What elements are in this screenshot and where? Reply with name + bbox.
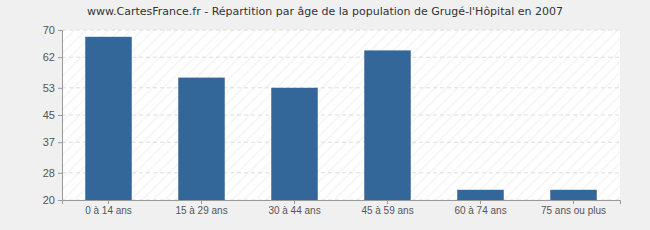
x-axis: 0 à 14 ans 15 à 29 ans 30 à 44 ans 45 à 59 … bbox=[63, 200, 621, 216]
y-axis-line bbox=[58, 31, 63, 201]
y-tick-mark bbox=[58, 30, 62, 31]
x-tick-label: 15 à 29 ans bbox=[175, 205, 227, 216]
grid-line bbox=[62, 57, 620, 58]
x-tick: 75 ans ou plus bbox=[541, 200, 606, 216]
y-tick-mark bbox=[58, 88, 62, 89]
y-tick-label: 20 bbox=[43, 194, 55, 206]
y-tick-label: 37 bbox=[43, 136, 55, 148]
bar bbox=[85, 37, 132, 200]
y-tick: 20 bbox=[43, 194, 62, 206]
y-tick-mark bbox=[58, 173, 62, 174]
x-tick: 60 à 74 ans bbox=[454, 200, 506, 216]
y-tick-mark bbox=[58, 115, 62, 116]
grid-line bbox=[62, 87, 620, 88]
grid-line bbox=[62, 172, 620, 173]
grid-line bbox=[62, 115, 620, 116]
x-tick-mark bbox=[480, 200, 481, 204]
title: www.CartesFrance.fr - Répartition par âg… bbox=[87, 5, 563, 18]
x-tick-label: 45 à 59 ans bbox=[361, 205, 413, 216]
y-tick-mark bbox=[58, 57, 62, 58]
grid-line bbox=[62, 30, 620, 31]
bar bbox=[178, 78, 225, 200]
x-tick-mark bbox=[294, 200, 295, 204]
x-tick-label: 75 ans ou plus bbox=[541, 205, 606, 216]
bar bbox=[271, 88, 318, 200]
plot-background bbox=[62, 30, 620, 200]
bar bbox=[457, 190, 504, 200]
x-tick-label: 60 à 74 ans bbox=[454, 205, 506, 216]
x-tick: 15 à 29 ans bbox=[175, 200, 227, 216]
y-tick-label: 28 bbox=[43, 167, 55, 179]
plot: 20 28 37 45 53 62 70 0 à 14 ans 15 à 29 ans 30 à … bbox=[43, 24, 621, 216]
y-axis: 20 28 37 45 53 62 70 bbox=[43, 24, 63, 206]
y-tick: 37 bbox=[43, 136, 62, 148]
bars bbox=[85, 37, 597, 200]
y-tick-label: 62 bbox=[43, 51, 55, 63]
x-tick-mark bbox=[387, 200, 388, 204]
grid-line bbox=[62, 142, 620, 143]
x-axis-line bbox=[63, 201, 621, 205]
grid bbox=[62, 30, 620, 200]
x-tick: 0 à 14 ans bbox=[85, 200, 132, 216]
x-tick-mark bbox=[201, 200, 202, 204]
y-tick: 70 bbox=[43, 24, 62, 36]
x-tick-mark bbox=[573, 200, 574, 204]
x-tick-mark bbox=[108, 200, 109, 204]
x-tick-label: 30 à 44 ans bbox=[268, 205, 320, 216]
y-tick-label: 53 bbox=[43, 82, 55, 94]
y-tick: 45 bbox=[43, 109, 62, 121]
y-tick-label: 70 bbox=[43, 24, 55, 36]
y-tick-mark bbox=[58, 200, 62, 201]
chart: www.CartesFrance.fr - Répartition par âg… bbox=[0, 0, 650, 230]
y-tick-label: 45 bbox=[43, 109, 55, 121]
y-tick-mark bbox=[58, 142, 62, 143]
x-tick-label: 0 à 14 ans bbox=[85, 205, 132, 216]
x-tick: 30 à 44 ans bbox=[268, 200, 320, 216]
y-tick: 62 bbox=[43, 51, 62, 63]
y-tick: 53 bbox=[43, 82, 62, 94]
bar bbox=[364, 50, 411, 200]
y-tick: 28 bbox=[43, 167, 62, 179]
bar bbox=[550, 190, 597, 200]
x-tick: 45 à 59 ans bbox=[361, 200, 413, 216]
